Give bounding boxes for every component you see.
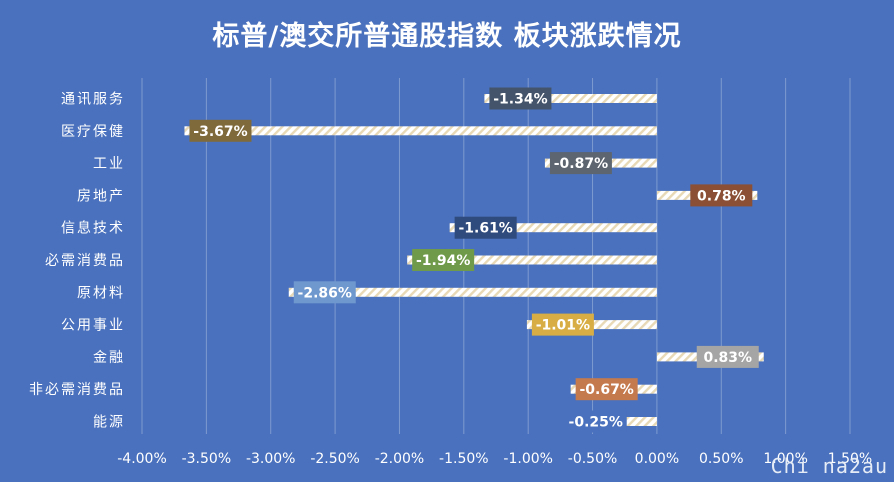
category-label: 信息技术	[61, 220, 125, 237]
data-label-box	[531, 313, 594, 336]
data-label-box	[690, 184, 753, 207]
x-tick-labels: -4.00% -3.50% -3.00% -2.50% -2.00% -1.50% -1.0…	[117, 451, 872, 467]
bar	[288, 287, 657, 297]
category-label: 工业	[93, 156, 125, 172]
x-tick-label: -3.00%	[246, 451, 296, 467]
data-label: -1.61%	[458, 221, 512, 237]
category-label: 非必需消费品	[29, 382, 125, 398]
x-tick-label: 0.00%	[635, 451, 679, 467]
data-label: -1.34%	[493, 92, 547, 108]
bar	[184, 126, 657, 136]
data-label-box	[293, 281, 356, 304]
data-label-box	[564, 410, 627, 433]
data-label: 0.83%	[703, 350, 752, 366]
x-tick-label: -2.50%	[310, 451, 360, 467]
data-label-box	[412, 249, 475, 271]
category-label: 原材料	[77, 285, 125, 301]
category-label: 房地产	[77, 188, 125, 204]
data-label: -0.67%	[579, 382, 633, 398]
x-tick-label: -2.00%	[375, 451, 425, 467]
x-tick-label: -4.00%	[117, 451, 167, 467]
category-label: 金融	[93, 350, 125, 366]
x-tick-label: -0.50%	[568, 451, 618, 467]
x-tick-label: -1.00%	[503, 451, 553, 467]
data-label: 0.78%	[697, 188, 746, 204]
bar	[484, 94, 657, 103]
data-label-box	[189, 119, 252, 142]
bar	[407, 255, 657, 265]
chart-title: 标普/澳交所普通股指数 板块涨跌情况	[212, 21, 682, 52]
category-label: 医疗保健	[61, 124, 125, 140]
x-tick-label: -1.50%	[439, 451, 489, 467]
x-tick-label: 1.00%	[763, 451, 807, 467]
data-label-box	[489, 87, 552, 110]
category-label: 公用事业	[61, 318, 125, 334]
data-labels: -1.34% -3.67% -0.87% 0.78% -1.61% -1.94% -2.86…	[189, 87, 759, 433]
data-label: -1.94%	[416, 253, 470, 269]
data-label-box	[549, 152, 612, 175]
data-label: -2.86%	[298, 285, 352, 301]
x-tick-label: -3.50%	[182, 451, 232, 467]
bar	[449, 223, 657, 233]
category-label: 能源	[93, 415, 125, 431]
data-label: -3.67%	[193, 124, 247, 140]
data-label-box	[696, 345, 759, 368]
x-tick-label: 1.50%	[828, 451, 872, 467]
category-label: 通讯服务	[61, 92, 125, 108]
watermark: Chi na2au	[770, 454, 888, 478]
x-tick-label: 0.50%	[699, 451, 743, 467]
data-label-box	[454, 216, 517, 239]
data-label-box	[575, 378, 638, 401]
data-label: -0.25%	[569, 415, 623, 431]
data-label: -1.01%	[536, 318, 590, 334]
bar	[624, 417, 657, 426]
gridlines	[141, 78, 851, 434]
data-label: -0.87%	[554, 156, 608, 172]
category-label: 必需消费品	[45, 253, 125, 269]
